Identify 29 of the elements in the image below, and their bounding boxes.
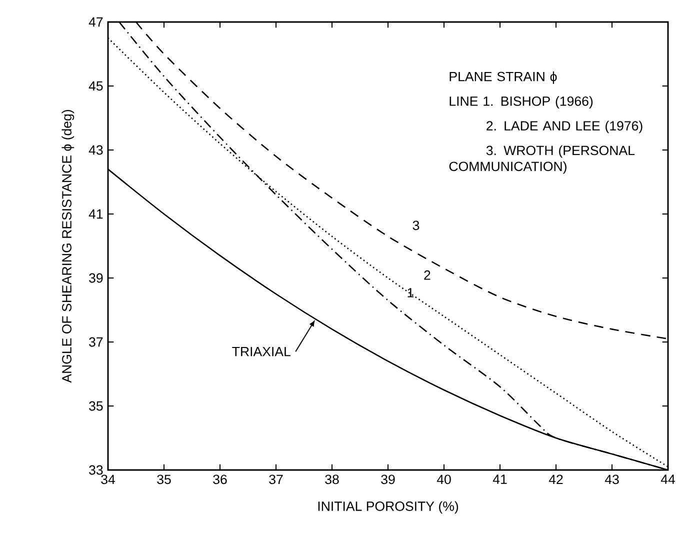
- x-tick-label: 36: [213, 474, 227, 484]
- y-axis-title: ANGLE OF SHEARING RESISTANCE ϕ (deg): [62, 110, 74, 383]
- y-tick-label: 35: [89, 401, 103, 411]
- x-tick-label: 34: [101, 474, 115, 484]
- annotation: PLANE STRAIN ϕ: [450, 71, 557, 84]
- y-tick-label: 41: [88, 209, 103, 219]
- x-tick-label: 42: [548, 474, 563, 484]
- annotation: 2. LADE AND LEE (1976): [486, 120, 642, 134]
- annotation: 1: [408, 288, 414, 298]
- x-tick-label: 44: [660, 474, 676, 484]
- x-tick-label: 43: [604, 474, 619, 484]
- y-tick-label: 45: [88, 81, 103, 91]
- x-tick-label: 38: [325, 474, 339, 484]
- y-tick-label: 33: [89, 465, 103, 475]
- annotation: LINE 1. BISHOP (1966): [450, 96, 593, 109]
- x-tick-label: 39: [381, 474, 395, 484]
- y-tick-label: 39: [89, 273, 103, 283]
- annotation: TRIAXIAL: [232, 347, 290, 356]
- x-axis-title: INITIAL POROSITY (%): [318, 501, 458, 514]
- annotation: 2: [424, 270, 430, 280]
- annotation: 3. WROTH (PERSONAL COMMUNICATION): [449, 145, 635, 174]
- y-tick-label: 43: [88, 145, 103, 155]
- x-tick-label: 35: [157, 474, 171, 484]
- x-tick-label: 41: [492, 474, 507, 484]
- y-tick-label: 47: [88, 17, 103, 27]
- y-tick-label: 37: [89, 337, 103, 347]
- x-tick-label: 37: [269, 474, 283, 484]
- x-tick-label: 40: [436, 474, 451, 484]
- annotation: 3: [412, 220, 420, 230]
